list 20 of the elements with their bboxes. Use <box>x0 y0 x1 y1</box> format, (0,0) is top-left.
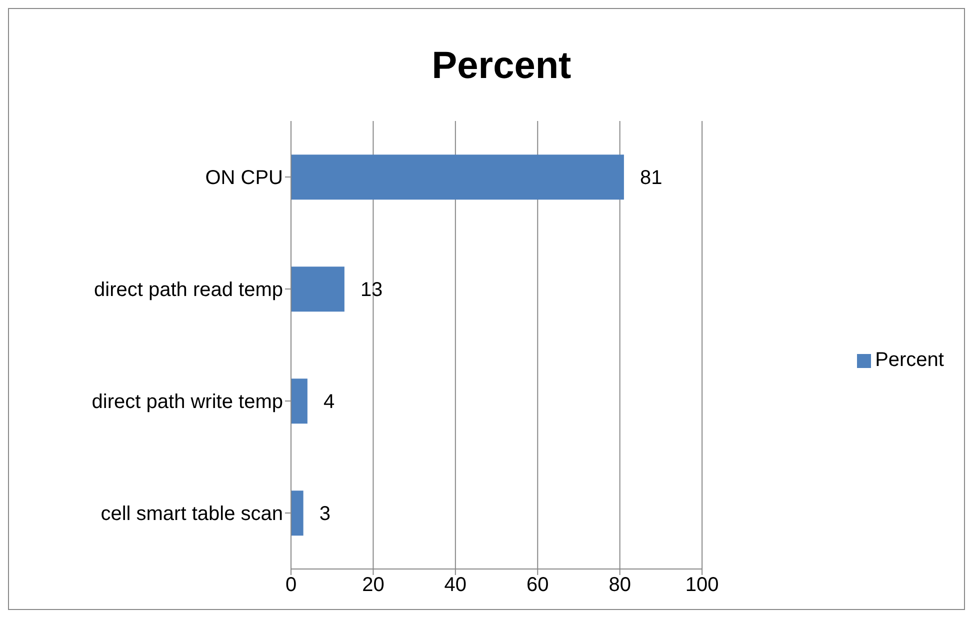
y-tick-label: ON CPU <box>205 167 283 190</box>
data-label: 4 <box>323 391 335 414</box>
data-label: 13 <box>360 279 383 302</box>
chart-title: Percent <box>430 45 572 88</box>
x-tick-label: 100 <box>685 574 719 596</box>
bar <box>291 154 624 200</box>
bar <box>291 378 308 424</box>
data-label: 81 <box>640 167 662 190</box>
x-tick-label: 40 <box>444 574 467 596</box>
x-tick-label: 60 <box>526 574 549 596</box>
bar <box>291 490 304 536</box>
x-tick-label: 20 <box>362 574 384 596</box>
x-tick-label: 0 <box>285 574 297 596</box>
bar <box>291 266 344 312</box>
y-tick-label: direct path read temp <box>94 279 283 302</box>
x-tick-label: 80 <box>608 574 631 596</box>
y-tick-label: cell smart table scan <box>100 503 283 526</box>
legend-label: Percent <box>875 349 944 371</box>
data-label: 3 <box>319 503 330 526</box>
y-tick-label: direct path write temp <box>92 391 283 414</box>
